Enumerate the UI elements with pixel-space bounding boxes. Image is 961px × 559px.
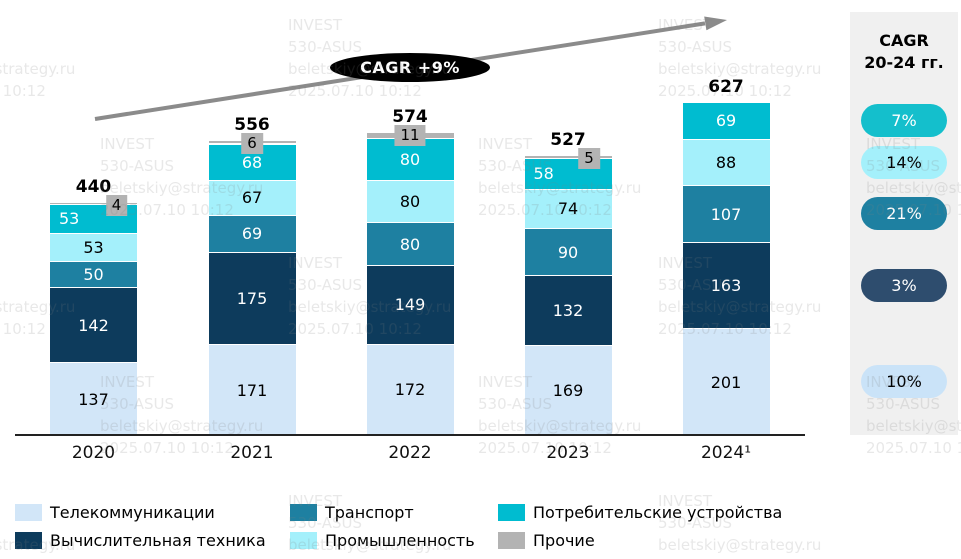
cagr-annotation-badge: CAGR +9% xyxy=(330,53,490,82)
bar-segment-4-year-3: 80 xyxy=(366,180,454,223)
bar-segment-1-year-3: 172 xyxy=(366,343,454,435)
bar-total-label: 556 xyxy=(234,115,270,136)
legend-label: Телекоммуникации xyxy=(50,502,215,522)
legend-label: Транспорт xyxy=(325,502,414,522)
other-value-badge: 4 xyxy=(105,195,128,217)
bar-segment-5-year-5: 69 xyxy=(682,102,770,139)
bar-segment-4-year-5: 88 xyxy=(682,138,770,186)
bar-segment-4-year-2: 67 xyxy=(208,179,296,216)
legend-swatch-icon xyxy=(290,503,317,521)
bar-total-label: 440 xyxy=(75,177,112,198)
bar-segment-4-year-1: 53 xyxy=(50,232,137,261)
legend-item-1: Телекоммуникации xyxy=(15,502,215,522)
cagr-panel-title: CAGR 20-24 гг. xyxy=(850,30,958,74)
x-axis-line xyxy=(15,434,805,436)
bar-total-label: 627 xyxy=(708,77,744,98)
cagr-pill-1: 10% xyxy=(861,365,947,399)
bar-segment-3-year-1: 50 xyxy=(50,260,137,288)
legend-item-5: Потребительские устройства xyxy=(498,502,782,522)
cagr-annotation-label: CAGR +9% xyxy=(360,58,460,77)
other-value-badge: 6 xyxy=(241,133,263,155)
bar-segment-2-year-3: 149 xyxy=(366,264,454,344)
x-axis-tick-label: 2023 xyxy=(546,443,590,463)
bar-segment-3-year-4: 90 xyxy=(524,227,612,276)
bar-total-label: 527 xyxy=(550,130,586,151)
legend-item-4: Промышленность xyxy=(290,530,475,550)
legend-swatch-icon xyxy=(498,531,525,549)
bar-segment-1-year-5: 201 xyxy=(682,328,770,435)
bar-segment-5-year-2: 68 xyxy=(208,143,296,180)
bar-segment-2-year-1: 142 xyxy=(50,287,137,363)
cagr-pill-4: 14% xyxy=(861,145,947,179)
legend-label: Прочие xyxy=(533,530,595,550)
bar-segment-3-year-3: 80 xyxy=(366,222,454,265)
bar-segment-1-year-2: 171 xyxy=(208,344,296,435)
legend-swatch-icon xyxy=(15,531,42,549)
x-axis-tick-label: 2024¹ xyxy=(700,443,752,463)
x-axis-tick-label: 2022 xyxy=(388,443,432,463)
cagr-pill-3: 21% xyxy=(861,197,947,231)
cagr-panel-title-line1: CAGR xyxy=(879,31,929,50)
legend-item-2: Вычислительная техника xyxy=(15,530,266,550)
bar-segment-2-year-5: 163 xyxy=(682,242,770,329)
legend-label: Потребительские устройства xyxy=(533,502,783,522)
bar-segment-3-year-2: 69 xyxy=(208,215,296,252)
cagr-pill-2: 3% xyxy=(861,268,947,302)
legend-item-3: Транспорт xyxy=(290,502,414,522)
bar-segment-4-year-4: 74 xyxy=(524,188,612,228)
bar-total-label: 574 xyxy=(392,106,428,127)
bar-segment-1-year-4: 169 xyxy=(524,345,612,435)
bar-segment-3-year-5: 107 xyxy=(682,185,770,243)
bar-segment-2-year-4: 132 xyxy=(524,275,612,346)
legend-swatch-icon xyxy=(15,503,42,521)
x-axis-tick-label: 2020 xyxy=(71,443,116,463)
legend-swatch-icon xyxy=(498,503,525,521)
bar-segment-6-year-4 xyxy=(524,155,612,158)
cagr-panel-title-line2: 20-24 гг. xyxy=(864,53,944,72)
other-value-badge: 5 xyxy=(578,148,600,170)
x-axis-tick-label: 2021 xyxy=(230,443,274,463)
bar-segment-2-year-2: 175 xyxy=(208,251,296,345)
bar-segment-6-year-1 xyxy=(50,202,137,205)
legend-label: Вычислительная техника xyxy=(50,530,266,550)
legend-swatch-icon xyxy=(290,531,317,549)
legend-item-6: Прочие xyxy=(498,530,595,550)
bar-segment-1-year-1: 137 xyxy=(50,362,137,435)
legend-label: Промышленность xyxy=(325,530,475,550)
cagr-pill-5: 7% xyxy=(861,103,947,137)
other-value-badge: 11 xyxy=(394,124,426,146)
